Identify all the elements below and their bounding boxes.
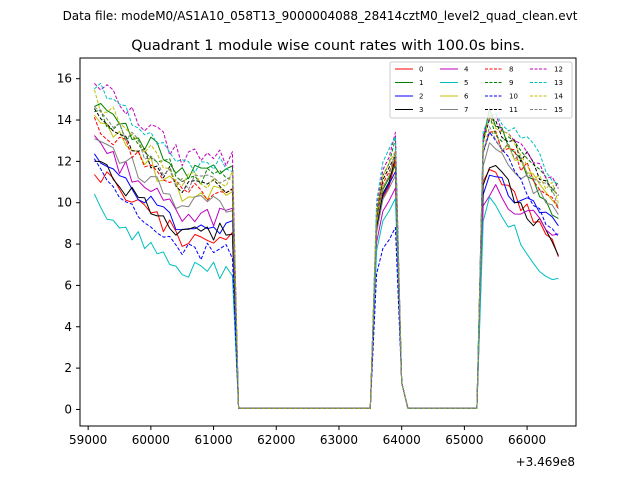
legend-label: 15 — [554, 106, 563, 114]
legend-label: 9 — [509, 79, 513, 87]
legend-box — [389, 61, 573, 119]
legend-label: 12 — [554, 66, 563, 74]
legend-label: 1 — [419, 79, 423, 87]
series-line-9 — [94, 109, 559, 409]
legend-label: 10 — [509, 93, 518, 101]
x-tick-label: 62000 — [257, 433, 295, 447]
x-tick-label: 64000 — [383, 433, 421, 447]
y-tick-label: 8 — [64, 237, 72, 251]
x-tick-label: 65000 — [445, 433, 483, 447]
legend-label: 4 — [464, 66, 469, 74]
legend-label: 3 — [419, 106, 423, 114]
y-tick-label: 2 — [64, 361, 72, 375]
x-offset-label: +3.469e8 — [516, 455, 575, 469]
legend-label: 8 — [509, 66, 513, 74]
plot-lines — [93, 82, 559, 409]
chart-suptitle: Data file: modeM0/AS1A10_058T13_90000040… — [63, 9, 578, 23]
x-tick-label: 60000 — [132, 433, 170, 447]
y-tick-label: 16 — [57, 72, 72, 86]
plot-frame — [79, 57, 577, 427]
x-tick-label: 59000 — [69, 433, 107, 447]
y-tick-label: 12 — [57, 154, 72, 168]
y-tick-label: 10 — [57, 196, 72, 210]
legend-label: 13 — [554, 79, 563, 87]
x-tick-label: 66000 — [508, 433, 546, 447]
y-tick-label: 4 — [64, 320, 72, 334]
y-tick-label: 14 — [57, 113, 72, 127]
legend-label: 7 — [464, 106, 468, 114]
y-tick-label: 0 — [64, 402, 72, 416]
chart-title: Quadrant 1 module wise count rates with … — [131, 38, 525, 54]
y-axis: 0 2 4 6 8 10 12 14 16 — [57, 72, 80, 416]
legend-label: 0 — [419, 66, 423, 74]
legend-label: 14 — [554, 93, 563, 101]
legend-label: 5 — [464, 79, 468, 87]
x-axis: 59000 60000 61000 62000 63000 64000 65000 66000 — [69, 426, 546, 447]
legend-label: 6 — [464, 93, 469, 101]
x-tick-label: 61000 — [194, 433, 232, 447]
legend-label: 11 — [509, 106, 518, 114]
x-tick-label: 63000 — [320, 433, 358, 447]
legend-label: 2 — [419, 93, 423, 101]
series-line-15 — [94, 106, 559, 409]
y-tick-label: 6 — [64, 278, 72, 292]
